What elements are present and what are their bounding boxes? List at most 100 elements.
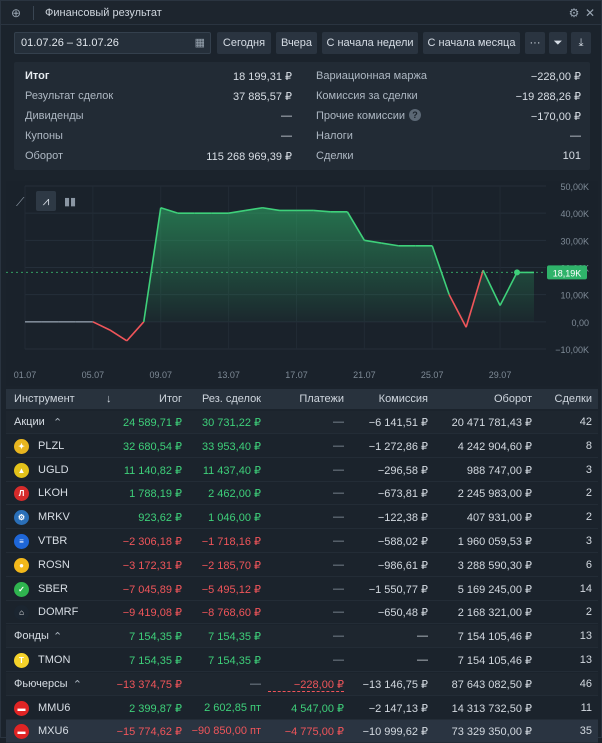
col-payments[interactable]: Платежи (299, 393, 344, 405)
cell-turnover: 2 168 321,00 ₽ (457, 607, 532, 620)
summary-deals: Сделки 101 (316, 150, 581, 162)
cell-commission: −6 141,51 ₽ (368, 417, 428, 429)
col-turnover[interactable]: Оборот (493, 393, 532, 405)
table-row[interactable]: ✦ PLZL 32 680,54 ₽ 33 953,40 ₽ — −1 272,86 ₽ 4… (6, 435, 598, 458)
cell-turnover: 4 242 904,60 ₽ (457, 440, 532, 453)
group-row[interactable]: Фонды ⌃ 7 154,35 ₽ 7 154,35 ₽ — — 7 154 105,46… (6, 625, 598, 649)
yesterday-button[interactable]: Вчера (276, 32, 317, 54)
instrument-logo-icon: T (14, 653, 29, 668)
cell-turnover: 407 931,00 ₽ (466, 512, 532, 525)
cell-payments: −228,00 ₽ (268, 678, 344, 692)
ruler-icon[interactable]: ⟋ (16, 195, 25, 209)
instrument-name: MMU6 (38, 701, 71, 714)
instrument-logo-icon: ▲ (14, 462, 29, 478)
cell-deals: 6 (585, 558, 592, 571)
cell-total: 7 154,35 ₽ (129, 655, 182, 667)
instrument-logo-icon: Л (14, 486, 29, 502)
cell-trade-result: 2 602,85 пт (204, 701, 261, 714)
table-row[interactable]: ⚙ MRKV 923,62 ₽ 1 046,00 ₽ — −122,38 ₽ 407 931… (6, 506, 598, 530)
collapse-chevron-icon[interactable]: ⌃ (53, 417, 63, 429)
add-widget-icon[interactable]: ⊕ (10, 6, 22, 20)
y-tick-label: 50,00K (560, 182, 589, 192)
summary-total: Итог 18 199,31 ₽ (25, 70, 292, 83)
download-icon[interactable]: ⤓ (571, 32, 591, 54)
x-tick-label: 05.07 (82, 370, 105, 380)
filter-icon[interactable]: ⏷ (549, 32, 567, 54)
cell-turnover: 5 169 245,00 ₽ (457, 583, 532, 596)
current-point (514, 269, 521, 276)
cell-total: −3 172,31 ₽ (122, 559, 182, 572)
close-icon[interactable]: ✕ (584, 6, 596, 20)
cell-payments: — (333, 606, 344, 619)
cell-commission: −2 147,13 ₽ (368, 702, 428, 715)
series-segment (499, 272, 518, 306)
y-tick-label: 40,00K (560, 209, 589, 219)
series-segment (465, 269, 484, 328)
instrument-name: PLZL (38, 439, 65, 452)
cell-payments: −4 775,00 ₽ (284, 726, 344, 739)
series-segment (346, 211, 366, 241)
collapse-chevron-icon[interactable]: ⌃ (72, 678, 83, 691)
series-segment (364, 239, 382, 244)
col-trade-result[interactable]: Рез. сделок (201, 393, 261, 405)
pnl-chart[interactable]: 50,00K40,00K30,00K20,00K10,00K0,00−10,00… (6, 181, 598, 386)
cell-commission: — (417, 630, 428, 643)
instrument-name: DOMRF (38, 606, 79, 619)
col-total[interactable]: Итог (159, 393, 182, 405)
x-tick-label: 09.07 (149, 370, 172, 380)
cell-commission: — (417, 654, 428, 666)
help-icon[interactable]: ? (409, 109, 421, 121)
cell-total: 24 589,71 ₽ (123, 417, 182, 429)
cell-turnover: 7 154 105,46 ₽ (457, 655, 532, 667)
week-start-button[interactable]: С начала недели (322, 32, 418, 54)
bar-chart-icon[interactable]: ▮▮ (64, 196, 77, 208)
pnl-chart-svg: 50,00K40,00K30,00K20,00K10,00K0,00−10,00… (6, 181, 598, 386)
more-button[interactable]: ··· (525, 32, 545, 54)
instrument-logo-icon: ▬ (14, 724, 29, 740)
cell-total: 11 140,82 ₽ (123, 464, 182, 477)
month-start-button[interactable]: С начала месяца (423, 32, 520, 54)
table-row[interactable]: ▬ MMU6 2 399,87 ₽ 2 602,85 пт 4 547,00 ₽ −2 1… (6, 697, 598, 720)
table-row[interactable]: ● ROSN −3 172,31 ₽ −2 185,70 ₽ — −986,61 ₽ 3 2… (6, 554, 598, 577)
x-tick-label: 01.07 (14, 370, 37, 380)
table-row[interactable]: ≡ VTBR −2 306,18 ₽ −1 718,16 ₽ — −588,02 ₽ 1 9… (6, 530, 598, 553)
col-instrument[interactable]: Инструмент (14, 393, 75, 405)
col-deals[interactable]: Сделки (554, 393, 593, 405)
cell-turnover: 73 329 350,00 ₽ (451, 726, 532, 739)
summary-trade-fee: Комиссия за сделки −19 288,26 ₽ (316, 90, 581, 103)
table-row[interactable]: ▲ UGLD 11 140,82 ₽ 11 437,40 ₽ — −296,58 ₽ 988… (6, 459, 598, 482)
instrument-logo-icon: ✓ (14, 581, 29, 597)
series-segment (482, 269, 501, 306)
summary-other-fees: Прочие комиссии? −170,00 ₽ (316, 109, 581, 123)
current-value-badge (547, 265, 587, 280)
calendar-icon[interactable]: ▦ (194, 37, 205, 49)
cell-deals: 35 (579, 725, 592, 738)
date-range-input[interactable]: 01.07.26 – 31.07.26 ▦ (14, 32, 211, 54)
x-tick-label: 29.07 (489, 370, 512, 380)
summary-variation-margin: Вариационная маржа −228,00 ₽ (316, 70, 581, 83)
cell-trade-result: 2 462,00 ₽ (208, 488, 261, 501)
cell-total: −9 419,08 ₽ (122, 607, 182, 620)
table-row[interactable]: T TMON 7 154,35 ₽ 7 154,35 ₽ — — 7 154 105,46 … (6, 649, 598, 672)
settings-gear-icon[interactable]: ⚙ (568, 6, 580, 20)
collapse-chevron-icon[interactable]: ⌃ (53, 631, 63, 644)
cell-commission: −122,38 ₽ (377, 512, 428, 525)
cell-deals: 13 (579, 630, 592, 643)
cell-turnover: 87 643 082,50 ₽ (451, 678, 532, 691)
cell-total: 32 680,54 ₽ (123, 440, 182, 453)
table-row[interactable]: ⌂ DOMRF −9 419,08 ₽ −8 768,60 ₽ — −650,48 ₽ 2 … (6, 601, 598, 625)
group-row[interactable]: Фьючерсы ⌃ −13 374,75 ₽ — −228,00 ₽ −13 146,7… (6, 672, 598, 696)
col-commission[interactable]: Комиссия (378, 393, 428, 405)
instrument-logo-icon: ⚙ (14, 510, 29, 526)
cell-trade-result: −8 768,60 ₽ (201, 607, 261, 620)
x-tick-label: 21.07 (353, 370, 376, 380)
today-button[interactable]: Сегодня (217, 32, 271, 54)
group-row[interactable]: Акции ⌃ 24 589,71 ₽ 30 731,22 ₽ — −6 141,51 ₽… (6, 411, 598, 434)
sort-desc-icon[interactable]: ↓ (106, 393, 112, 405)
line-chart-icon[interactable]: ⩘ (36, 191, 56, 211)
group-name: Акции (14, 416, 45, 428)
cell-commission: −986,61 ₽ (377, 559, 428, 572)
table-row[interactable]: ▬ MXU6 −15 774,62 ₽ −90 850,00 пт −4 775,00 … (6, 720, 598, 743)
table-row[interactable]: ✓ SBER −7 045,89 ₽ −5 495,12 ₽ — −1 550,77 ₽ 5… (6, 578, 598, 601)
table-row[interactable]: Л LKOH 1 788,19 ₽ 2 462,00 ₽ — −673,81 ₽ 2 245… (6, 482, 598, 506)
